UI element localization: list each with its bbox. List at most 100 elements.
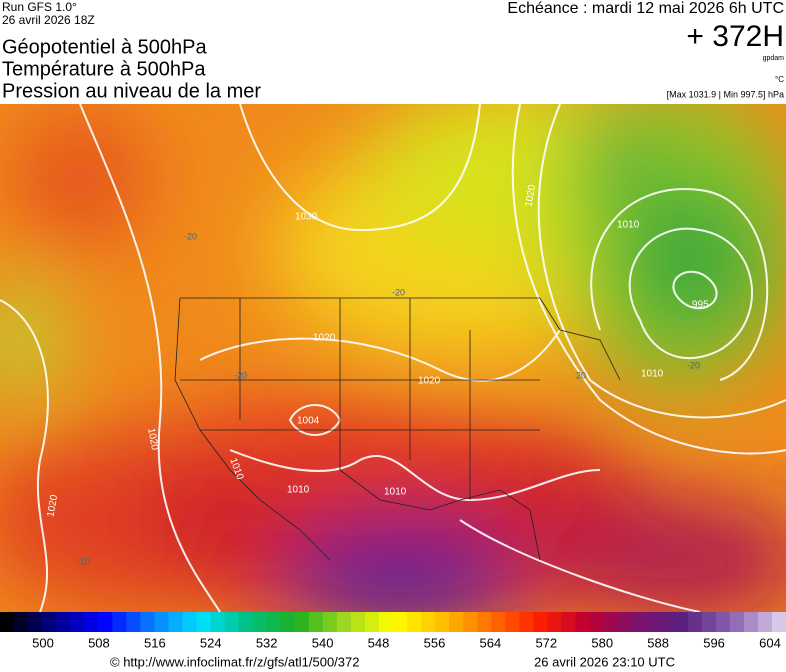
colorbar-tick-label: 516 [144,635,166,650]
borders [174,297,621,561]
colorbar-swatch [603,612,619,632]
colorbar-tick-label: 588 [647,635,669,650]
unit-t: °C [775,75,784,84]
contour-label: 995 [692,300,709,311]
colorbar-swatch [449,612,464,632]
colorbar-swatch [84,612,99,632]
colorbar-swatch [154,612,169,632]
colorbar-tick-label: 556 [424,635,446,650]
colorbar-swatch [42,612,57,632]
temperature-label: -20 [234,370,247,380]
title-line: Température à 500hPa [2,58,206,80]
colorbar-swatch [378,612,394,632]
contour-labels: 1030 1020 1020 1004 1010 1010 1010 1020 … [46,184,710,518]
colorbar-swatch [126,612,141,632]
colorbar-swatch [491,612,506,632]
colorbar-swatch [308,612,324,632]
temperature-label: -20 [184,231,197,241]
colorbar-swatch [224,612,240,632]
colorbar-swatch [364,612,380,632]
temperature-label: -20 [392,287,405,297]
colorbar-swatch [182,612,197,632]
lead-time: + 372H [686,20,784,53]
colorbar-swatch [547,612,562,632]
colorbar-swatch [477,612,492,632]
contour-label: 1010 [617,220,640,231]
contour-label: 1020 [418,376,441,387]
colorbar-swatch [687,612,703,632]
colorbar-swatch [561,612,576,632]
temperature-label: 20 [576,370,586,380]
isobars [0,104,786,612]
colorbar-swatch [238,612,254,632]
run-date: 26 avril 2026 18Z [2,13,95,27]
colorbar-swatch [98,612,113,632]
colorbar-tick-label: 604 [759,635,781,650]
title-line: Pression au niveau de la mer [2,80,261,102]
colorbar-swatch [757,612,773,632]
colorbar-swatch [0,612,15,632]
colorbar-swatch [771,612,786,632]
colorbar-swatch [112,612,127,632]
colorbar-swatch [645,612,661,632]
unit-gp: gpdam [763,55,785,62]
colorbar-swatch [350,612,366,632]
colorbar-tick-label: 532 [256,635,278,650]
colorbar-swatch [673,612,689,632]
temperature-labels: -20 -20 -20 20 -20 -10 [77,231,700,566]
colorbar-swatch [407,612,422,632]
colorbar-tick-label: 580 [591,635,613,650]
contour-label: 1010 [287,485,310,496]
colorbar-swatch [266,612,282,632]
colorbar-swatch [336,612,352,632]
colorbar-tick-label: 524 [200,635,222,650]
colorbar-swatch [210,612,226,632]
colorbar-swatch [505,612,520,632]
colorbar-tick-label: 548 [368,635,390,650]
colorbar-swatch [140,612,155,632]
colorbar-swatch [56,612,71,632]
contour-label: 1020 [524,184,539,208]
colorbar-swatch [589,612,605,632]
run-label: Run GFS 1.0° [2,0,77,14]
colorbar-swatch [70,612,85,632]
colorbar-swatch [659,612,675,632]
colorbar-swatch [322,612,338,632]
contour-label: 1020 [145,427,160,451]
colorbar-swatch [421,612,436,632]
colorbar-swatch [715,612,731,632]
colorbar-tick-label: 508 [88,635,110,650]
colorbar-swatch [393,612,408,632]
temperature-label: -10 [77,556,90,566]
colorbar-swatch [294,612,310,632]
colorbar-swatch [729,612,745,632]
colorbar-swatch [280,612,296,632]
colorbar: 500 508 516 524 532 540 548 556 564 572 580 588 596 6… [0,612,786,650]
colorbar-swatch [743,612,759,632]
contour-label: 1030 [295,212,318,223]
colorbar-swatch [168,612,183,632]
contour-label: 1020 [46,494,61,518]
colorbar-swatch [252,612,268,632]
footer-date: 26 avril 2026 23:10 UTC [534,654,675,669]
valid-time: Echéance : mardi 12 mai 2026 6h UTC [507,0,784,17]
colorbar-swatch [196,612,212,632]
colorbar-swatch [631,612,647,632]
colorbar-tick-label: 564 [480,635,502,650]
colorbar-swatch [575,612,590,632]
colorbar-swatch [617,612,633,632]
contour-label: 1020 [313,333,336,344]
colorbar-tick-label: 500 [32,635,54,650]
map-field [0,104,786,612]
colorbar-tick-label: 540 [312,635,334,650]
title-line: Géopotentiel à 500hPa [2,36,207,58]
colorbar-swatch [14,612,29,632]
colorbar-swatch [463,612,478,632]
colorbar-tick-label: 572 [535,635,557,650]
colorbar-tick-label: 596 [703,635,725,650]
colorbar-swatch [533,612,548,632]
contour-label: 1010 [384,487,407,498]
temperature-label: -20 [687,360,700,370]
